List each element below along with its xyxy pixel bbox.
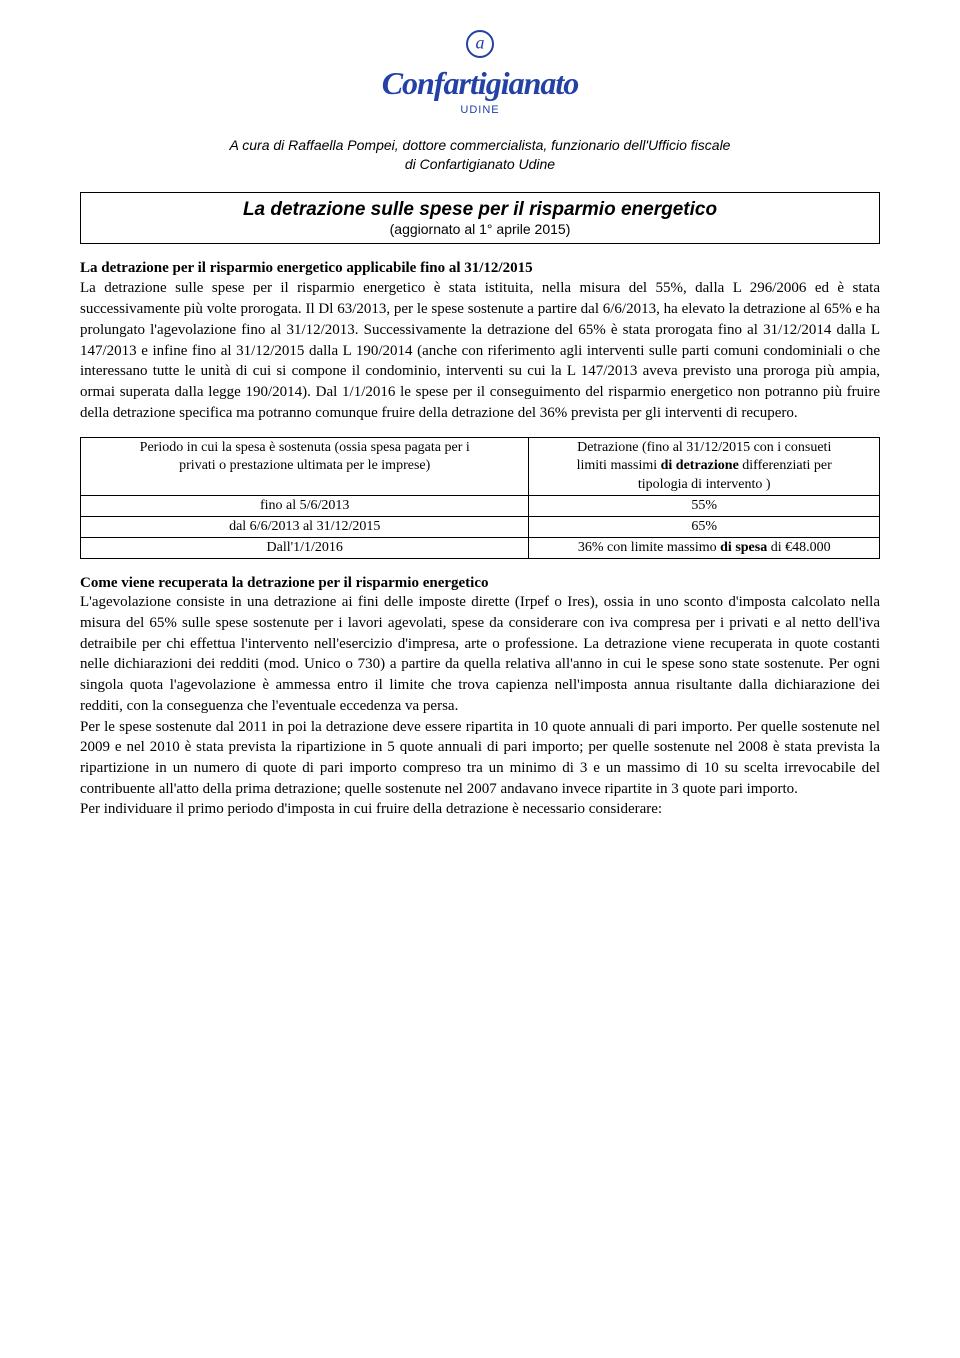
section2-p2: Per le spese sostenute dal 2011 in poi l… (80, 717, 880, 800)
logo-icon (466, 30, 494, 58)
table-cell: 55% (529, 495, 880, 516)
paragraph-1: La detrazione per il risparmio energetic… (80, 258, 880, 424)
logo: Confartigianato UDINE (80, 30, 880, 116)
document-subtitle: (aggiornato al 1° aprile 2015) (91, 221, 869, 237)
para1-body: La detrazione sulle spese per il risparm… (80, 280, 880, 420)
author-block: A cura di Raffaella Pompei, dottore comm… (80, 136, 880, 174)
document-title: La detrazione sulle spese per il risparm… (91, 199, 869, 221)
table-cell: 36% con limite massimo di spesa di €48.0… (529, 538, 880, 559)
logo-sub-text: UDINE (80, 104, 880, 116)
table-cell: Dall'1/1/2016 (81, 538, 529, 559)
section2-p3: Per individuare il primo periodo d'impos… (80, 799, 880, 820)
table-row: fino al 5/6/2013 55% (81, 495, 880, 516)
table-cell: fino al 5/6/2013 (81, 495, 529, 516)
table-cell: dal 6/6/2013 al 31/12/2015 (81, 517, 529, 538)
author-line1: A cura di Raffaella Pompei, dottore comm… (230, 137, 731, 153)
table-cell: 65% (529, 517, 880, 538)
table-header-row: Periodo in cui la spesa è sostenuta (oss… (81, 438, 880, 496)
table-header-1: Periodo in cui la spesa è sostenuta (oss… (81, 438, 529, 496)
table-row: Dall'1/1/2016 36% con limite massimo di … (81, 538, 880, 559)
para1-lead: La detrazione per il risparmio energetic… (80, 260, 533, 276)
table-row: dal 6/6/2013 al 31/12/2015 65% (81, 517, 880, 538)
detrazione-table: Periodo in cui la spesa è sostenuta (oss… (80, 437, 880, 559)
table-header-2: Detrazione (fino al 31/12/2015 con i con… (529, 438, 880, 496)
section2-p1: L'agevolazione consiste in una detrazion… (80, 592, 880, 716)
logo-main-text: Confartigianato (80, 65, 880, 102)
author-line2: di Confartigianato Udine (405, 156, 555, 172)
section2-heading: Come viene recuperata la detrazione per … (80, 575, 880, 592)
title-box: La detrazione sulle spese per il risparm… (80, 192, 880, 244)
